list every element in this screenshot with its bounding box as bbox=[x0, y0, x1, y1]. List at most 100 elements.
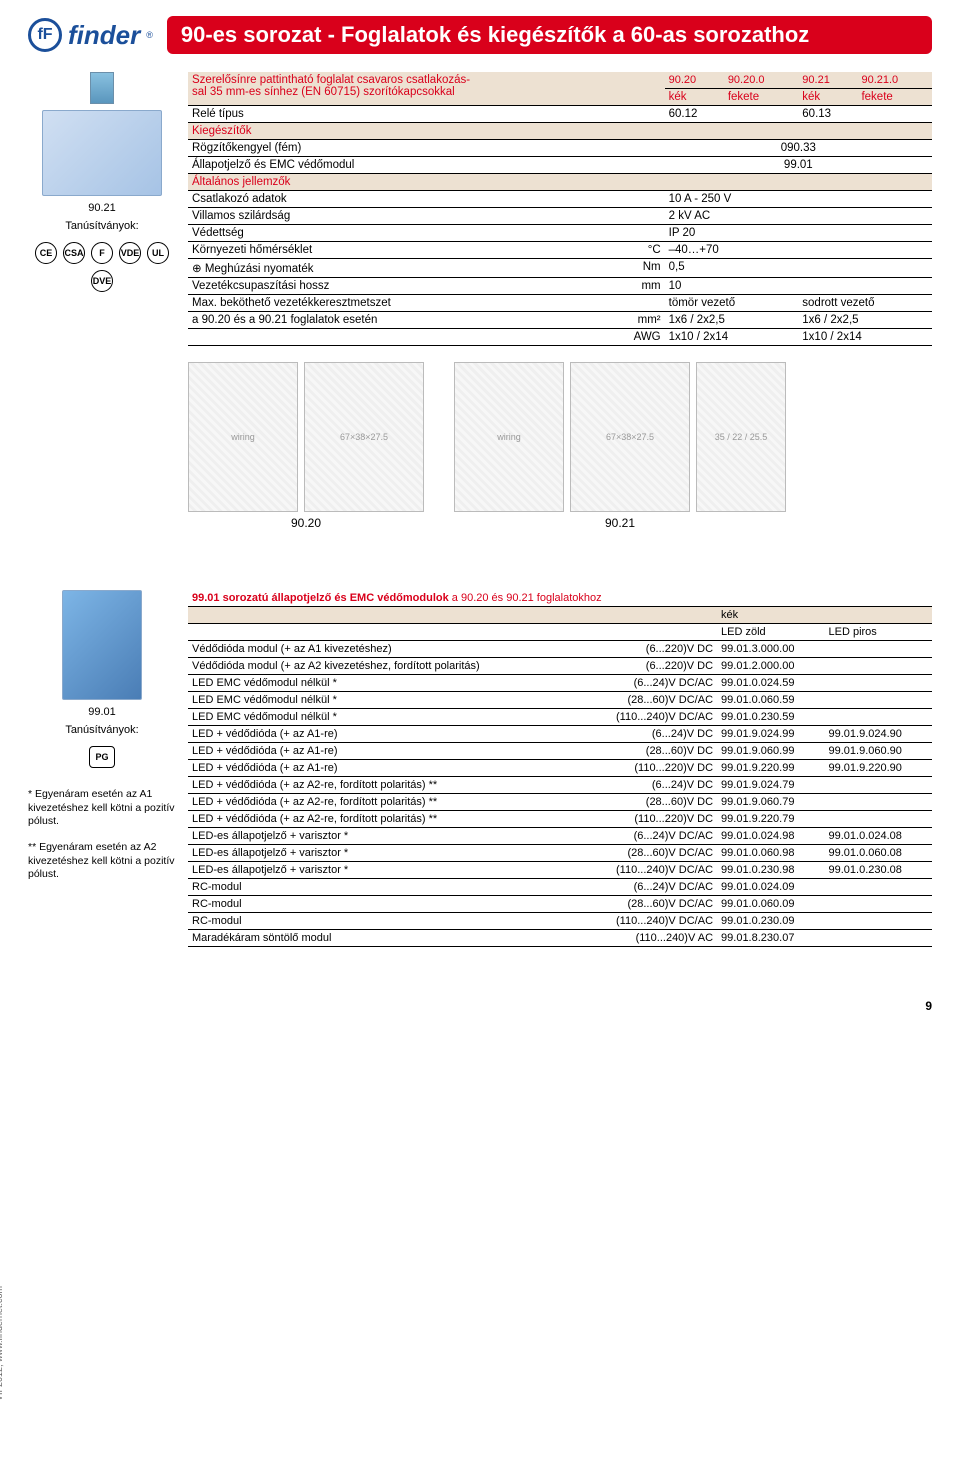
module-desc: LED-es állapotjelző + varisztor * bbox=[188, 862, 578, 879]
logo-icon: fF bbox=[28, 18, 62, 52]
spec-description: Szerelősínre pattintható foglalat csavar… bbox=[188, 72, 665, 106]
diagram-label: 90.20 bbox=[291, 516, 321, 530]
module-code-red: 99.01.9.060.90 bbox=[825, 743, 933, 760]
solid-label: tömör vezető bbox=[665, 295, 799, 312]
cert-label: Tanúsítványok: bbox=[65, 724, 138, 736]
module-desc: LED EMC védőmodul nélkül * bbox=[188, 692, 578, 709]
max-cross-section-label: Max. beköthető vezetékkeresztmetszet bbox=[188, 295, 665, 312]
spec-row-label: ⊕ Meghúzási nyomaték bbox=[188, 259, 592, 278]
diagram-label: 90.21 bbox=[605, 516, 635, 530]
module-range: (6...24)V DC/AC bbox=[578, 879, 717, 896]
col-90-21: 90.21 bbox=[798, 72, 857, 89]
relay-type-value: 60.13 bbox=[798, 106, 932, 123]
module-range: (28...60)V DC bbox=[578, 794, 717, 811]
left-column-2: 99.01 Tanúsítványok: PG * Egyenáram eset… bbox=[28, 590, 176, 947]
clip-label: Rögzítőkengyel (fém) bbox=[188, 140, 665, 157]
cert-badge: CE bbox=[35, 242, 57, 264]
module-code-green: 99.01.8.230.07 bbox=[717, 930, 824, 947]
stranded-label: sodrott vezető bbox=[798, 295, 932, 312]
module-range: (110...240)V AC bbox=[578, 930, 717, 947]
module-code-red bbox=[825, 709, 933, 726]
relay-type-value: 60.12 bbox=[665, 106, 799, 123]
general-header: Általános jellemzők bbox=[188, 174, 932, 191]
size-label: a 90.20 és a 90.21 foglalatok esetén bbox=[188, 312, 592, 329]
module-code-red bbox=[825, 675, 933, 692]
module-code-red bbox=[825, 930, 933, 947]
module-code-red bbox=[825, 641, 933, 658]
cert-badge: UL bbox=[147, 242, 169, 264]
col-color: kék bbox=[798, 89, 857, 106]
module-range: (28...60)V DC/AC bbox=[578, 845, 717, 862]
module-code-red: 99.01.9.024.90 bbox=[825, 726, 933, 743]
spec-row-value: 2 kV AC bbox=[665, 208, 932, 225]
cert-badges: PG bbox=[89, 746, 115, 768]
module-code-green: 99.01.0.024.98 bbox=[717, 828, 824, 845]
side-footer-text: VII-2012, www.findernet.com bbox=[0, 1286, 4, 1401]
module-desc: LED-es állapotjelző + varisztor * bbox=[188, 845, 578, 862]
module-code-green: 99.01.0.060.98 bbox=[717, 845, 824, 862]
diagram-90-21: wiring 67×38×27.5 35 / 22 / 25.5 90.21 bbox=[454, 362, 786, 530]
module-range: (6...220)V DC bbox=[578, 641, 717, 658]
kek-label: kék bbox=[717, 607, 824, 624]
col-color: fekete bbox=[724, 89, 798, 106]
dimension-diagram: 67×38×27.5 bbox=[570, 362, 690, 512]
wiring-diagram: wiring bbox=[188, 362, 298, 512]
footnote-2: ** Egyenáram esetén az A2 kivezetéshez k… bbox=[28, 841, 176, 882]
module-code-green: 99.01.9.060.99 bbox=[717, 743, 824, 760]
spec-row-value: IP 20 bbox=[665, 225, 932, 242]
module-range: (110...220)V DC bbox=[578, 811, 717, 828]
spec-row-value: 0,5 bbox=[665, 259, 932, 278]
module-desc: Maradékáram söntölő modul bbox=[188, 930, 578, 947]
spec-row-value: 10 A - 250 V bbox=[665, 191, 932, 208]
module-code-green: 99.01.0.230.59 bbox=[717, 709, 824, 726]
side-diagram: 35 / 22 / 25.5 bbox=[696, 362, 786, 512]
spec-row-label: Védettség bbox=[188, 225, 592, 242]
module-desc: Védődióda modul (+ az A2 kivezetéshez, f… bbox=[188, 658, 578, 675]
spec-row-value: –40…+70 bbox=[665, 242, 932, 259]
module-code-green: 99.01.9.220.79 bbox=[717, 811, 824, 828]
module-code-red bbox=[825, 913, 933, 930]
module-code-red bbox=[825, 777, 933, 794]
module-range: (6...24)V DC bbox=[578, 777, 717, 794]
module-range: (6...24)V DC bbox=[578, 726, 717, 743]
led-red-header: LED piros bbox=[825, 624, 933, 641]
module-code-green: 99.01.0.230.09 bbox=[717, 913, 824, 930]
col-90-21-0: 90.21.0 bbox=[857, 72, 932, 89]
size-value: 1x6 / 2x2,5 bbox=[665, 312, 799, 329]
cert-badge: CSA bbox=[63, 242, 85, 264]
page-title: 90-es sorozat - Foglalatok és kiegészítő… bbox=[167, 16, 932, 54]
module-range: (6...220)V DC bbox=[578, 658, 717, 675]
module-code-green: 99.01.9.220.99 bbox=[717, 760, 824, 777]
module-desc: LED EMC védőmodul nélkül * bbox=[188, 709, 578, 726]
led-green-header: LED zöld bbox=[717, 624, 824, 641]
module-desc: LED + védődióda (+ az A1-re) bbox=[188, 726, 578, 743]
spec-row-label: Környezeti hőmérséklet bbox=[188, 242, 592, 259]
module-range: (110...240)V DC/AC bbox=[578, 913, 717, 930]
module-desc: LED + védődióda (+ az A1-re) bbox=[188, 743, 578, 760]
module-desc: LED + védődióda (+ az A1-re) bbox=[188, 760, 578, 777]
col-90-20-0: 90.20.0 bbox=[724, 72, 798, 89]
col-color: kék bbox=[665, 89, 724, 106]
spec-row-value: 10 bbox=[665, 278, 932, 295]
wiring-diagram: wiring bbox=[454, 362, 564, 512]
diagram-90-20: wiring 67×38×27.5 90.20 bbox=[188, 362, 424, 530]
module-code-red: 99.01.9.220.90 bbox=[825, 760, 933, 777]
cert-badge: PG bbox=[89, 746, 115, 768]
col-90-20: 90.20 bbox=[665, 72, 724, 89]
diagrams-row: wiring 67×38×27.5 90.20 wiring 67×38×27.… bbox=[188, 362, 932, 530]
module-range: (110...240)V DC/AC bbox=[578, 862, 717, 879]
module-code-red bbox=[825, 811, 933, 828]
module-desc: LED + védődióda (+ az A2-re, fordított p… bbox=[188, 811, 578, 828]
module-code-green: 99.01.0.024.59 bbox=[717, 675, 824, 692]
spec-row-label: Vezetékcsupaszítási hossz bbox=[188, 278, 592, 295]
module-code-red bbox=[825, 692, 933, 709]
module-desc: Védődióda modul (+ az A1 kivezetéshez) bbox=[188, 641, 578, 658]
module-range: (28...60)V DC bbox=[578, 743, 717, 760]
module-range: (28...60)V DC/AC bbox=[578, 896, 717, 913]
clip-value: 090.33 bbox=[665, 140, 932, 157]
spec-row-unit bbox=[592, 191, 665, 208]
module-code-green: 99.01.9.024.99 bbox=[717, 726, 824, 743]
model-number: 99.01 bbox=[88, 706, 116, 718]
product-image-90-21 bbox=[42, 110, 162, 196]
module-desc: LED + védődióda (+ az A2-re, fordított p… bbox=[188, 777, 578, 794]
